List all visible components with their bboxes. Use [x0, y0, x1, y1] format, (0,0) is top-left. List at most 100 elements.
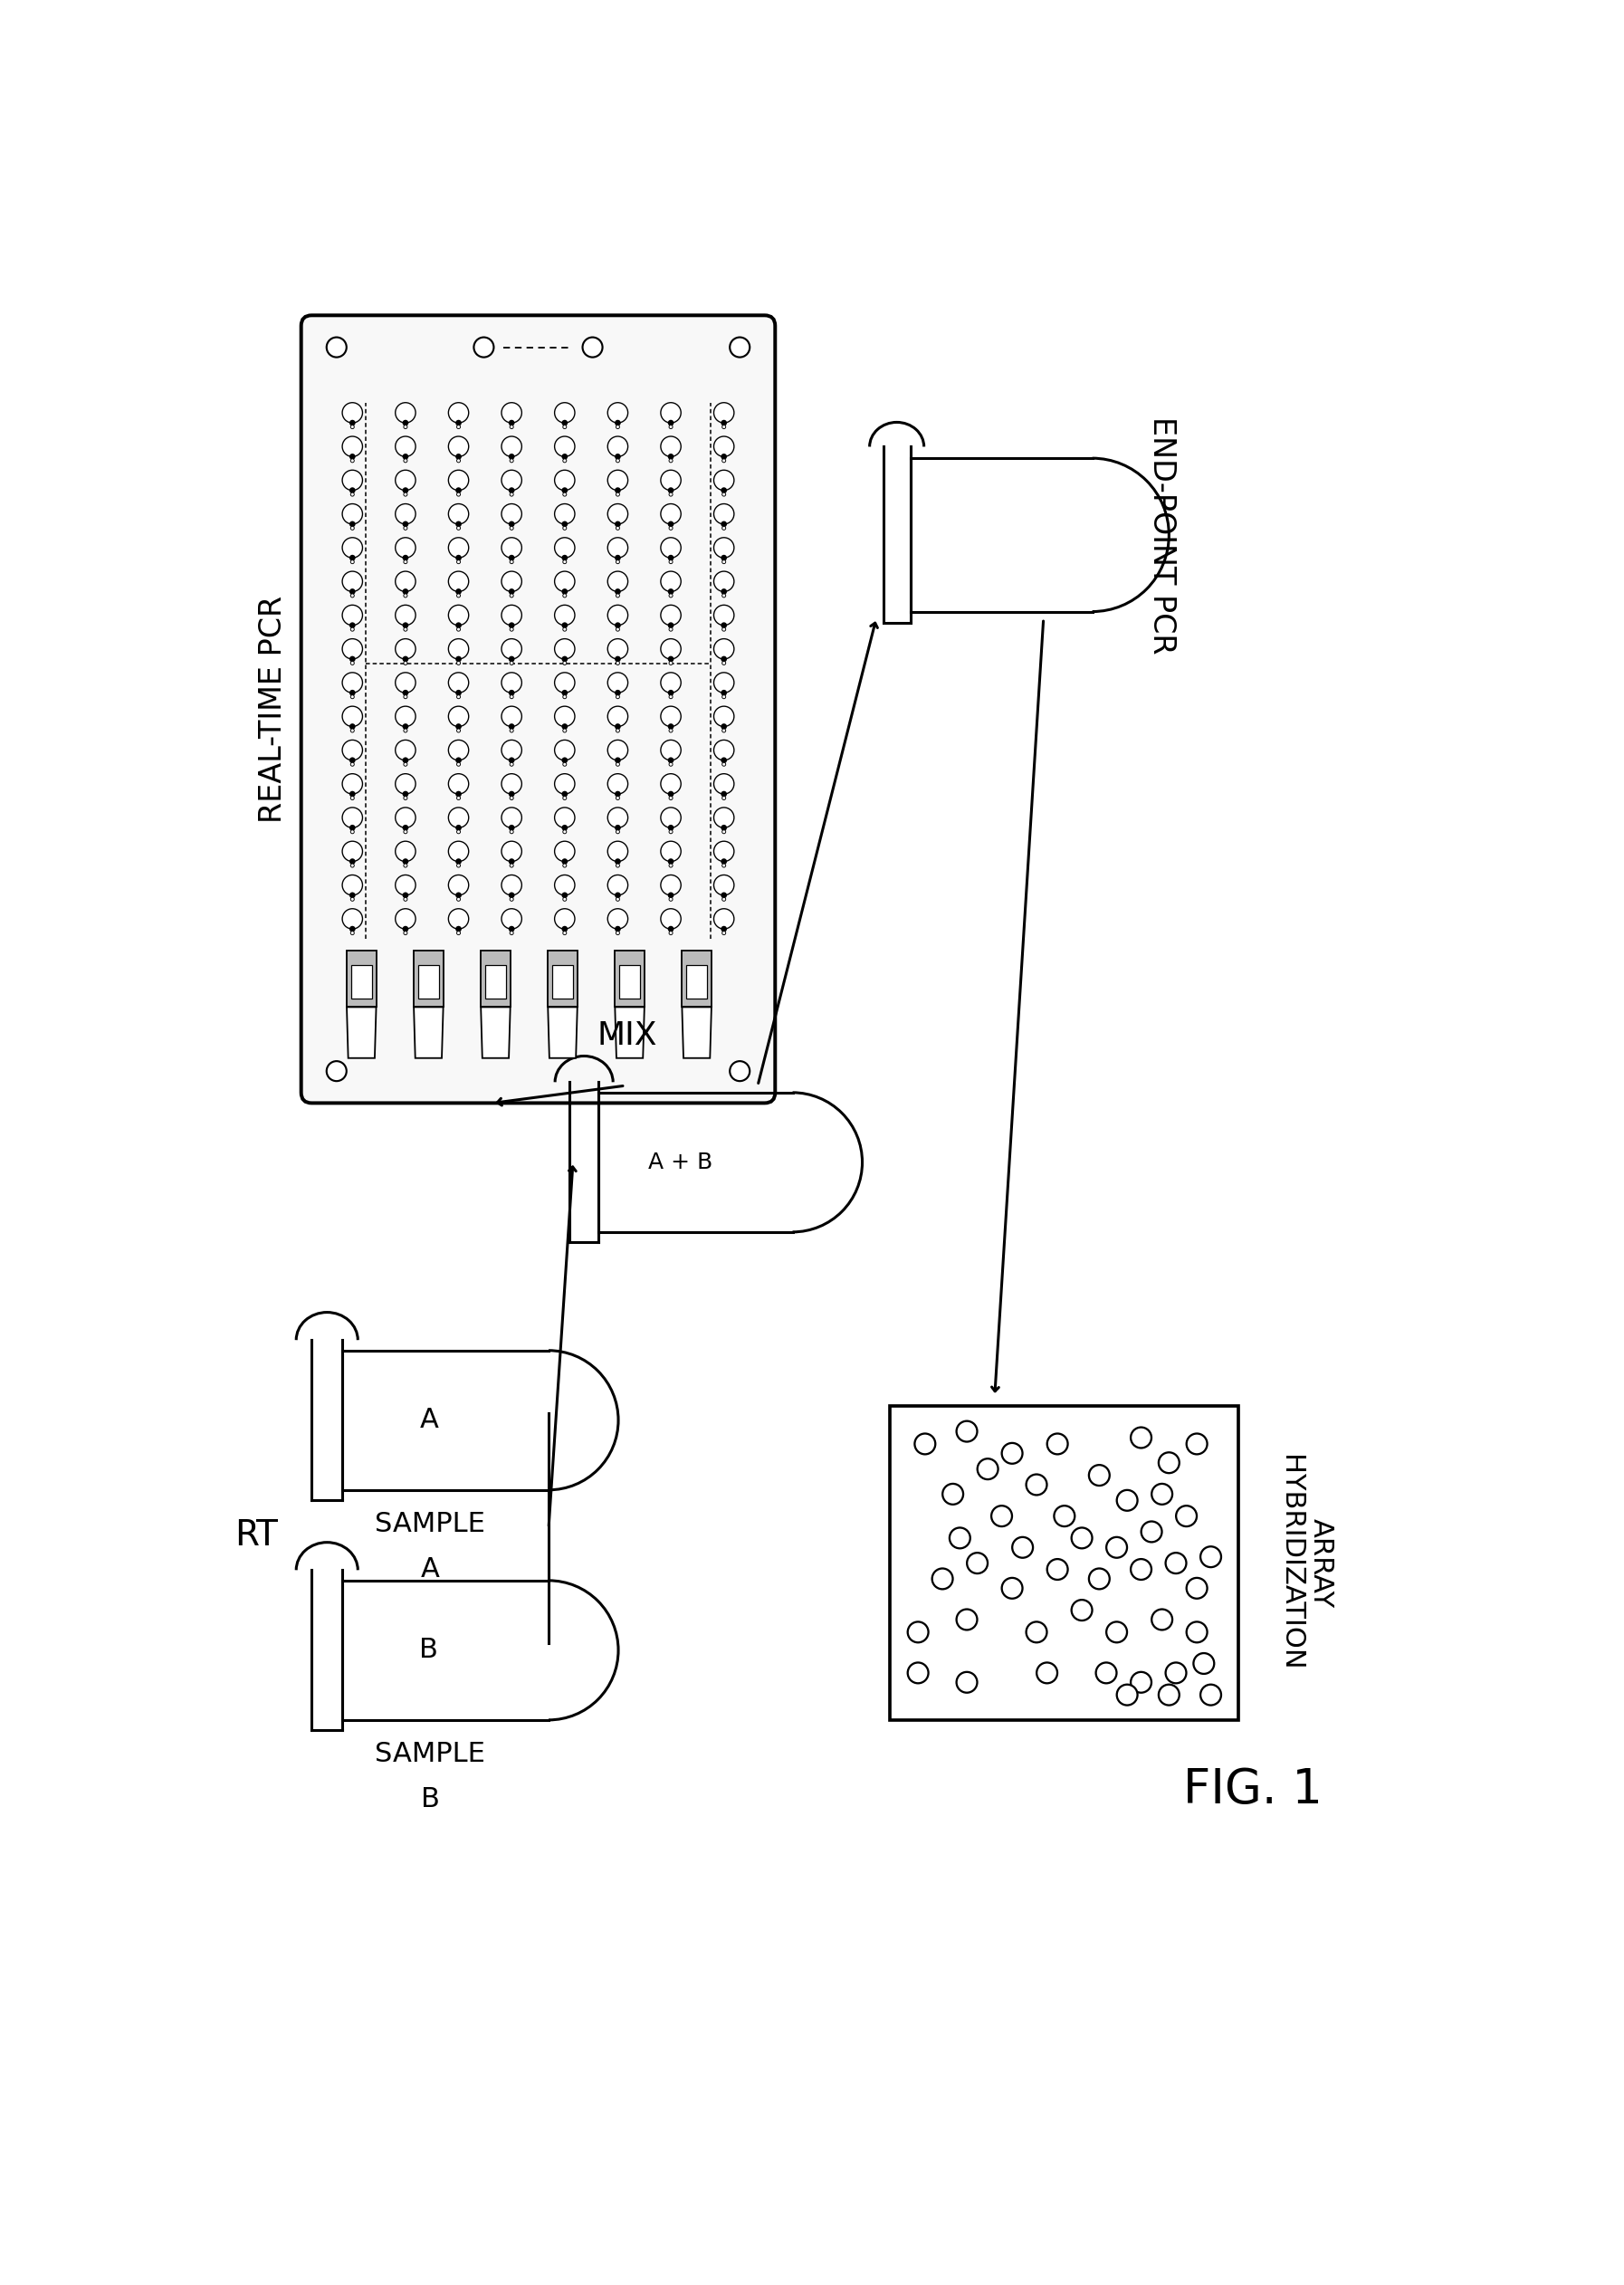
Circle shape: [562, 452, 568, 459]
Circle shape: [721, 891, 728, 898]
Circle shape: [448, 875, 469, 896]
Circle shape: [510, 594, 513, 596]
Circle shape: [723, 660, 726, 665]
Circle shape: [661, 807, 680, 827]
Circle shape: [615, 622, 620, 628]
Circle shape: [1054, 1506, 1075, 1526]
Circle shape: [723, 864, 726, 868]
Polygon shape: [481, 1008, 510, 1058]
Polygon shape: [414, 1008, 443, 1058]
Circle shape: [554, 841, 575, 861]
Circle shape: [403, 891, 409, 898]
Circle shape: [510, 795, 513, 800]
Circle shape: [1130, 1558, 1151, 1579]
Circle shape: [669, 829, 672, 834]
Circle shape: [615, 555, 620, 560]
Circle shape: [554, 606, 575, 626]
Circle shape: [403, 724, 409, 729]
Circle shape: [1187, 1579, 1207, 1600]
Circle shape: [395, 436, 416, 457]
Circle shape: [667, 452, 674, 459]
Circle shape: [349, 656, 356, 663]
Circle shape: [508, 656, 515, 663]
Circle shape: [615, 825, 620, 832]
Circle shape: [403, 925, 409, 932]
Circle shape: [908, 1663, 929, 1684]
Circle shape: [667, 756, 674, 763]
Bar: [351, 964, 372, 999]
Circle shape: [455, 452, 461, 459]
Circle shape: [978, 1458, 999, 1478]
Circle shape: [508, 756, 515, 763]
Circle shape: [615, 628, 620, 631]
Circle shape: [510, 932, 513, 935]
Circle shape: [1090, 1465, 1109, 1485]
Circle shape: [957, 1421, 978, 1442]
Bar: [619, 964, 640, 999]
Circle shape: [615, 795, 620, 800]
Circle shape: [723, 560, 726, 564]
Circle shape: [1158, 1684, 1179, 1705]
Circle shape: [456, 660, 460, 665]
Circle shape: [715, 875, 734, 896]
Circle shape: [715, 706, 734, 727]
Circle shape: [957, 1673, 978, 1693]
Circle shape: [502, 640, 521, 658]
Circle shape: [715, 775, 734, 793]
Circle shape: [564, 526, 567, 530]
Circle shape: [715, 402, 734, 423]
Circle shape: [554, 571, 575, 592]
Circle shape: [326, 338, 346, 356]
Circle shape: [554, 875, 575, 896]
Circle shape: [1142, 1522, 1161, 1542]
Circle shape: [723, 729, 726, 733]
Bar: [682, 951, 711, 1008]
Circle shape: [721, 420, 728, 425]
Circle shape: [349, 590, 356, 594]
Polygon shape: [615, 1008, 645, 1058]
Circle shape: [562, 925, 568, 932]
Circle shape: [455, 622, 461, 628]
Circle shape: [502, 402, 521, 423]
Circle shape: [554, 537, 575, 558]
Circle shape: [1194, 1652, 1215, 1675]
Circle shape: [991, 1506, 1012, 1526]
Circle shape: [456, 425, 460, 430]
Text: ARRAY
HYBRIDIZATION: ARRAY HYBRIDIZATION: [1276, 1456, 1333, 1670]
Circle shape: [395, 706, 416, 727]
Circle shape: [508, 859, 515, 864]
Circle shape: [669, 795, 672, 800]
Circle shape: [456, 898, 460, 900]
Circle shape: [607, 503, 628, 523]
Circle shape: [349, 925, 356, 932]
Circle shape: [661, 640, 680, 658]
Circle shape: [661, 606, 680, 626]
Circle shape: [564, 829, 567, 834]
Circle shape: [715, 841, 734, 861]
Circle shape: [404, 494, 408, 496]
Circle shape: [615, 724, 620, 729]
Circle shape: [448, 436, 469, 457]
Circle shape: [607, 807, 628, 827]
Circle shape: [349, 825, 356, 832]
Circle shape: [615, 590, 620, 594]
Circle shape: [554, 436, 575, 457]
Circle shape: [508, 791, 515, 797]
Circle shape: [404, 829, 408, 834]
Polygon shape: [547, 1008, 578, 1058]
Circle shape: [607, 640, 628, 658]
Circle shape: [1187, 1622, 1207, 1643]
Circle shape: [395, 503, 416, 523]
Circle shape: [404, 660, 408, 665]
Circle shape: [564, 459, 567, 462]
Circle shape: [562, 690, 568, 697]
Circle shape: [448, 841, 469, 861]
Circle shape: [564, 425, 567, 430]
Circle shape: [615, 932, 620, 935]
Circle shape: [1187, 1433, 1207, 1453]
Circle shape: [403, 756, 409, 763]
Bar: [419, 964, 438, 999]
Circle shape: [721, 791, 728, 797]
Circle shape: [723, 494, 726, 496]
Circle shape: [502, 537, 521, 558]
